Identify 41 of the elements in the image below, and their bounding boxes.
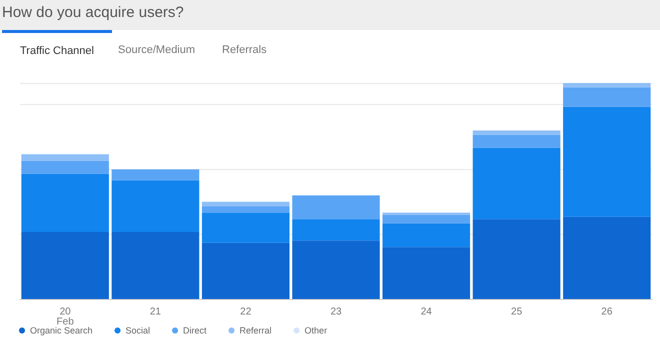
bar [112, 180, 200, 232]
bar [292, 219, 380, 241]
bar [472, 130, 560, 135]
bar [563, 87, 651, 107]
legend-label: Referral [240, 326, 272, 336]
x-tick-label: 26 [601, 306, 613, 318]
source-note: Source/Medium [117, 43, 196, 58]
x-tick-label: 23 [330, 306, 342, 318]
bar [472, 148, 560, 220]
bar [382, 223, 470, 248]
bar [472, 219, 560, 299]
bar [21, 232, 109, 299]
bar [21, 174, 109, 232]
legend-label: Organic Search [30, 326, 93, 336]
text: Referrals [221, 43, 268, 58]
chart-title: How do you acquire users? [0, 0, 660, 30]
bar [202, 212, 290, 243]
bar [21, 160, 109, 174]
x-tick-label: 20 Feb [56, 306, 74, 328]
x-tick-label: 24 [420, 306, 432, 318]
legend-label: Other [304, 326, 328, 336]
bar [112, 232, 200, 299]
bar [382, 247, 470, 299]
bar [112, 169, 200, 180]
legend-label: Direct [183, 326, 208, 336]
x-tick-label: 25 [511, 306, 523, 318]
bar [472, 134, 560, 148]
legend-label: Social [126, 326, 150, 336]
bar [21, 154, 109, 161]
bar [563, 106, 651, 217]
bar [382, 214, 470, 224]
x-tick-label: 22 [240, 306, 252, 318]
bar [202, 202, 290, 206]
bar [563, 83, 651, 88]
bar [292, 195, 380, 220]
bar [202, 206, 290, 213]
bar [563, 216, 651, 299]
x-tick-label: 21 [150, 306, 162, 318]
bar [202, 242, 290, 299]
text: Traffic Channel [2, 30, 112, 70]
bar [292, 240, 380, 299]
